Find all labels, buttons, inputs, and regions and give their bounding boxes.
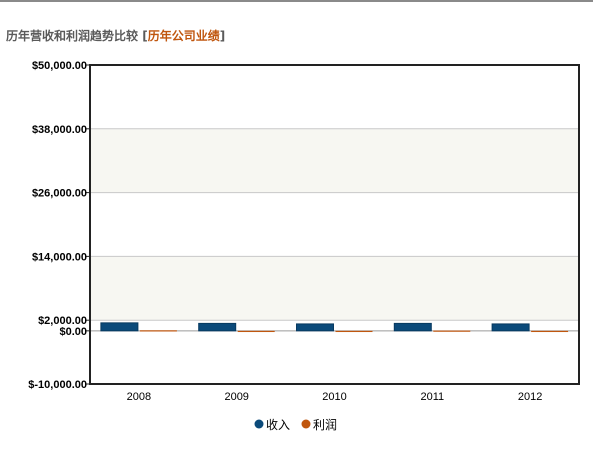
chart-legend: 收入 利润 [254,418,337,432]
x-tick-label: 2012 [518,391,542,403]
y-tick-label: $14,000.00 [32,251,87,263]
grid-bands [90,128,579,321]
y-tick-label: $26,000.00 [32,188,87,200]
title-bracket-close: ] [219,29,226,43]
y-tick-label: $-10,000.00 [28,379,87,391]
bar-profit-2009[interactable] [237,330,275,333]
x-tick-label: 2011 [420,391,444,403]
legend-label-profit[interactable]: 利润 [313,418,337,432]
y-tick-label: $50,000.00 [32,60,87,72]
chart-title: 历年营收和利润趋势比较 [6,29,139,43]
chart-title-bar: 历年营收和利润趋势比较 [历年公司业绩] [6,27,225,44]
bar-profit-2011[interactable] [433,330,471,332]
top-border [0,0,593,2]
title-bracket-open: [ [142,29,148,43]
y-axis: $-10,000.00 $0.00$2,000.00 $14,000.00 $26,0… [28,60,90,391]
bar-revenue-2009[interactable] [198,322,237,332]
bar-profit-2010[interactable] [335,330,373,333]
y-tick-label: $38,000.00 [32,124,87,136]
grid-band [90,256,579,321]
bar-revenue-2010[interactable] [296,323,334,332]
x-tick-label: 2009 [224,391,248,403]
legend-label-revenue[interactable]: 收入 [266,418,290,432]
bar-revenue-2008[interactable] [100,322,139,332]
x-tick-label: 2008 [127,391,151,403]
legend-marker-revenue [254,419,264,429]
y-tick-label: $2,000.00 [38,315,87,327]
company-performance-link[interactable]: 历年公司业绩 [147,29,220,43]
bar-revenue-2012[interactable] [491,323,530,332]
bar-revenue-2011[interactable] [393,322,432,332]
bar-profit-2008[interactable] [139,330,177,332]
bar-profit-2012[interactable] [531,330,569,333]
y-tick-label: $0.00 [59,326,87,338]
legend-marker-profit [301,419,311,429]
grid-band [90,128,579,193]
x-tick-label: 2010 [322,391,346,403]
x-axis: 2008 2009 2010 2011 2012 [127,391,543,403]
bar-series [100,322,569,333]
plot-frame [89,64,580,385]
